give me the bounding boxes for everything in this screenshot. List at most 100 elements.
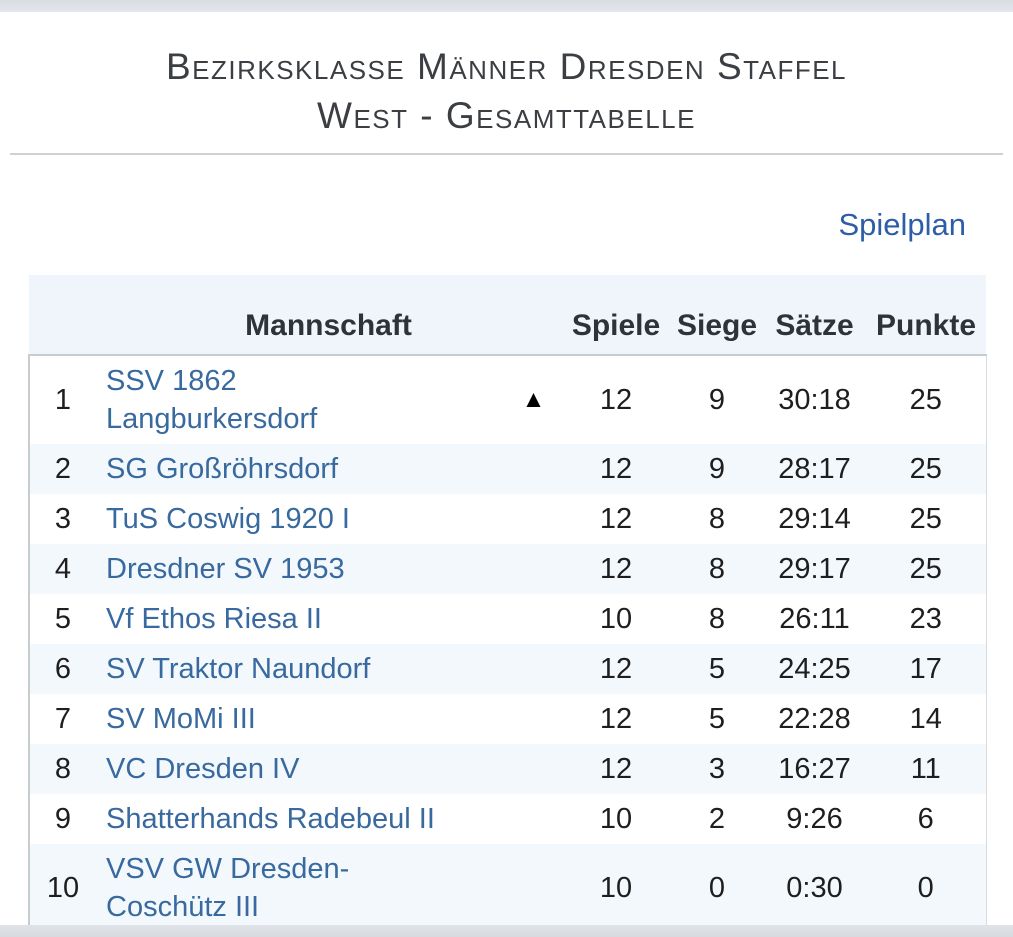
- team-games: 12: [561, 644, 671, 694]
- team-cell: Dresdner SV 1953: [96, 544, 506, 594]
- team-points: 14: [866, 694, 987, 744]
- team-link[interactable]: VC Dresden IV: [106, 753, 300, 785]
- team-points: 25: [866, 444, 987, 494]
- rank-up-icon: [506, 594, 561, 644]
- team-link[interactable]: TuS Coswig 1920 I: [106, 503, 350, 535]
- team-position: 9: [28, 794, 96, 844]
- team-position: 4: [28, 544, 96, 594]
- team-cell: VC Dresden IV: [96, 744, 506, 794]
- team-cell: Shatterhands Radebeul II: [96, 794, 506, 844]
- table-row: 2 SG Großröhrsdorf 12 9 28:17 25: [28, 444, 987, 494]
- rank-up-icon: [506, 794, 561, 844]
- top-edge-bar: [0, 0, 1013, 12]
- team-wins: 5: [671, 694, 763, 744]
- team-position: 8: [28, 744, 96, 794]
- header-team: Mannschaft: [96, 275, 561, 355]
- rank-up-icon: [506, 694, 561, 744]
- team-sets: 0:30: [763, 844, 866, 932]
- team-position: 10: [28, 844, 96, 932]
- table-row: 10 VSV GW Dresden- Coschütz III 10 0 0:3…: [28, 844, 987, 932]
- team-wins: 3: [671, 744, 763, 794]
- team-link[interactable]: VSV GW Dresden- Coschütz III: [106, 853, 350, 923]
- table-row: 9 Shatterhands Radebeul II 10 2 9:26 6: [28, 794, 987, 844]
- team-cell: SV MoMi III: [96, 694, 506, 744]
- team-wins: 8: [671, 544, 763, 594]
- bottom-edge-bar: [0, 925, 1013, 937]
- header-games: Spiele: [561, 275, 671, 355]
- team-link[interactable]: Dresdner SV 1953: [106, 553, 345, 585]
- rank-up-icon: [506, 494, 561, 544]
- team-position: 1: [28, 354, 96, 444]
- team-wins: 5: [671, 644, 763, 694]
- team-games: 12: [561, 444, 671, 494]
- team-cell: Vf Ethos Riesa II: [96, 594, 506, 644]
- team-games: 10: [561, 794, 671, 844]
- team-games: 10: [561, 844, 671, 932]
- team-wins: 8: [671, 494, 763, 544]
- team-sets: 16:27: [763, 744, 866, 794]
- team-games: 10: [561, 594, 671, 644]
- league-table: Mannschaft Spiele Siege Sätze Punkte 1 S…: [28, 275, 987, 932]
- team-sets: 9:26: [763, 794, 866, 844]
- title-divider: [10, 153, 1003, 155]
- team-games: 12: [561, 354, 671, 444]
- team-link[interactable]: Shatterhands Radebeul II: [106, 803, 435, 835]
- team-wins: 2: [671, 794, 763, 844]
- team-points: 6: [866, 794, 987, 844]
- team-wins: 9: [671, 354, 763, 444]
- header-points: Punkte: [866, 275, 986, 355]
- team-games: 12: [561, 494, 671, 544]
- team-sets: 30:18: [763, 354, 866, 444]
- table-row: 1 SSV 1862 Langburkersdorf ▲ 12 9 30:18 …: [28, 354, 987, 444]
- team-cell: SG Großröhrsdorf: [96, 444, 506, 494]
- table-row: 7 SV MoMi III 12 5 22:28 14: [28, 694, 987, 744]
- team-link[interactable]: SG Großröhrsdorf: [106, 453, 339, 485]
- team-sets: 29:17: [763, 544, 866, 594]
- team-games: 12: [561, 744, 671, 794]
- schedule-link[interactable]: Spielplan: [838, 207, 966, 242]
- table-row: 8 VC Dresden IV 12 3 16:27 11: [28, 744, 987, 794]
- table-row: 4 Dresdner SV 1953 12 8 29:17 25: [28, 544, 987, 594]
- team-position: 6: [28, 644, 96, 694]
- rank-up-icon: [506, 744, 561, 794]
- team-link[interactable]: Vf Ethos Riesa II: [106, 603, 322, 635]
- team-link[interactable]: SSV 1862 Langburkersdorf: [106, 365, 318, 435]
- team-games: 12: [561, 544, 671, 594]
- team-position: 3: [28, 494, 96, 544]
- rank-up-icon: [506, 444, 561, 494]
- team-cell: SV Traktor Naundorf: [96, 644, 506, 694]
- team-games: 12: [561, 694, 671, 744]
- rank-up-icon: [506, 844, 561, 932]
- team-sets: 26:11: [763, 594, 866, 644]
- team-sets: 24:25: [763, 644, 866, 694]
- team-points: 11: [866, 744, 987, 794]
- table-row: 5 Vf Ethos Riesa II 10 8 26:11 23: [28, 594, 987, 644]
- team-wins: 0: [671, 844, 763, 932]
- table-row: 6 SV Traktor Naundorf 12 5 24:25 17: [28, 644, 987, 694]
- team-position: 7: [28, 694, 96, 744]
- team-cell: TuS Coswig 1920 I: [96, 494, 506, 544]
- team-link[interactable]: SV Traktor Naundorf: [106, 653, 371, 685]
- team-points: 25: [866, 354, 987, 444]
- header-sets: Sätze: [763, 275, 866, 355]
- team-points: 0: [866, 844, 987, 932]
- header-wins: Siege: [671, 275, 763, 355]
- team-link[interactable]: SV MoMi III: [106, 703, 256, 735]
- team-points: 25: [866, 494, 987, 544]
- schedule-row: Spielplan: [0, 207, 966, 243]
- team-points: 25: [866, 544, 987, 594]
- team-sets: 22:28: [763, 694, 866, 744]
- team-cell: VSV GW Dresden- Coschütz III: [96, 844, 506, 932]
- team-sets: 28:17: [763, 444, 866, 494]
- rank-up-icon: ▲: [506, 354, 561, 444]
- page-content: Bezirksklasse Männer Dresden Staffel Wes…: [0, 12, 1013, 932]
- rank-up-icon: [506, 644, 561, 694]
- team-wins: 9: [671, 444, 763, 494]
- team-cell: SSV 1862 Langburkersdorf: [96, 354, 506, 444]
- page-title: Bezirksklasse Männer Dresden Staffel Wes…: [165, 46, 848, 136]
- team-position: 2: [28, 444, 96, 494]
- header-position: [29, 275, 96, 355]
- table-row: 3 TuS Coswig 1920 I 12 8 29:14 25: [28, 494, 987, 544]
- table-header-row: Mannschaft Spiele Siege Sätze Punkte: [29, 275, 986, 355]
- team-sets: 29:14: [763, 494, 866, 544]
